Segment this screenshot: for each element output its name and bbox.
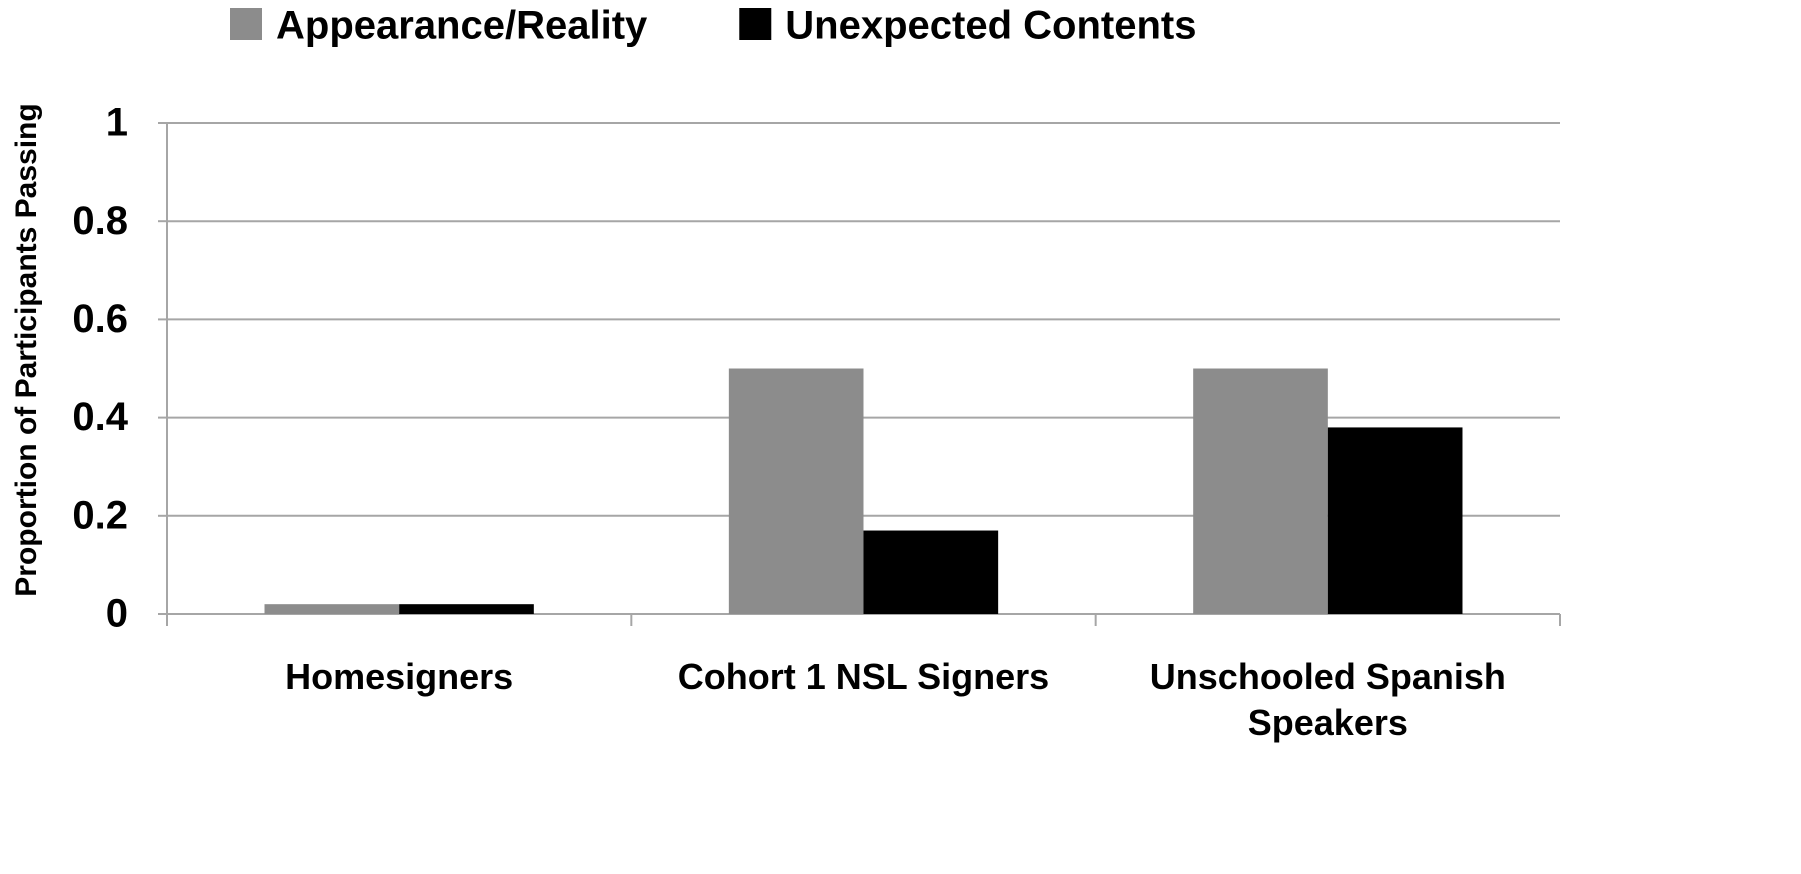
y-tick-label: 0.4 bbox=[72, 395, 128, 439]
y-tick-label: 0.8 bbox=[72, 199, 128, 243]
bar bbox=[264, 604, 400, 614]
bar bbox=[1193, 368, 1328, 614]
y-tick-label: 0.2 bbox=[72, 493, 128, 537]
y-tick-label: 0 bbox=[106, 592, 128, 636]
y-tick-label: 0.6 bbox=[72, 297, 128, 341]
legend-label: Unexpected Contents bbox=[785, 4, 1196, 48]
x-tick-label: Cohort 1 NSL Signers bbox=[677, 656, 1050, 697]
legend-swatch bbox=[739, 8, 772, 40]
y-tick-label: 1 bbox=[106, 101, 128, 145]
bar bbox=[399, 604, 534, 614]
bar bbox=[863, 530, 999, 614]
x-tick-label: Unschooled Spanish Speakers bbox=[1149, 656, 1506, 743]
x-tick-label: Homesigners bbox=[285, 656, 514, 697]
y-axis-title: Proportion of Participants Passing bbox=[10, 103, 43, 596]
bar bbox=[728, 368, 864, 614]
bar bbox=[1327, 427, 1463, 614]
legend-swatch bbox=[230, 8, 262, 40]
legend-label: Appearance/Reality bbox=[276, 4, 648, 48]
